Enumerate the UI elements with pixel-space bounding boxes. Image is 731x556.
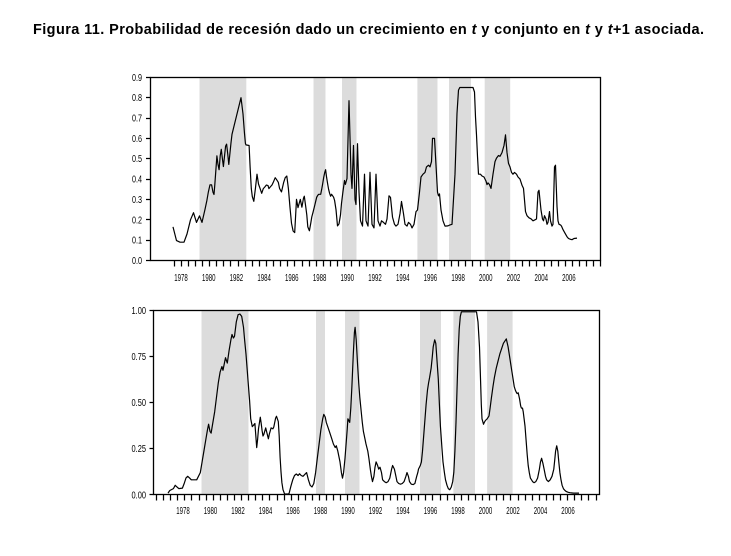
svg-text:0.1: 0.1	[132, 236, 142, 247]
svg-text:1988: 1988	[313, 273, 327, 284]
svg-text:2004: 2004	[534, 273, 548, 284]
svg-text:1996: 1996	[424, 506, 438, 517]
svg-text:2006: 2006	[562, 273, 576, 284]
svg-text:1.00: 1.00	[132, 306, 147, 317]
svg-text:0.5: 0.5	[132, 154, 142, 165]
svg-text:1984: 1984	[257, 273, 271, 284]
svg-text:0.9: 0.9	[132, 73, 142, 84]
svg-text:0.50: 0.50	[132, 398, 147, 409]
svg-text:2000: 2000	[479, 273, 493, 284]
svg-text:0.7: 0.7	[132, 114, 142, 125]
svg-text:0.25: 0.25	[132, 444, 147, 455]
svg-text:0.3: 0.3	[132, 195, 142, 206]
svg-text:1986: 1986	[286, 506, 300, 517]
svg-text:1978: 1978	[174, 273, 188, 284]
svg-text:1996: 1996	[424, 273, 438, 284]
svg-text:1994: 1994	[396, 506, 410, 517]
svg-text:1982: 1982	[231, 506, 245, 517]
svg-text:1990: 1990	[341, 273, 355, 284]
svg-text:1990: 1990	[341, 506, 355, 517]
svg-text:1980: 1980	[204, 506, 218, 517]
svg-text:1994: 1994	[396, 273, 410, 284]
svg-text:1992: 1992	[368, 273, 382, 284]
svg-text:2000: 2000	[479, 506, 493, 517]
svg-text:0.75: 0.75	[132, 352, 147, 363]
svg-text:0.00: 0.00	[132, 490, 147, 501]
svg-text:1980: 1980	[202, 273, 216, 284]
svg-text:1984: 1984	[259, 506, 273, 517]
svg-text:0.6: 0.6	[132, 134, 142, 145]
svg-text:1982: 1982	[230, 273, 244, 284]
svg-text:1998: 1998	[451, 273, 465, 284]
svg-text:2002: 2002	[506, 506, 520, 517]
svg-text:0.2: 0.2	[132, 215, 142, 226]
svg-text:1988: 1988	[314, 506, 328, 517]
svg-text:2006: 2006	[561, 506, 575, 517]
svg-text:2002: 2002	[507, 273, 521, 284]
svg-text:0.4: 0.4	[132, 175, 142, 186]
svg-text:0.8: 0.8	[132, 93, 142, 104]
svg-text:1986: 1986	[285, 273, 299, 284]
svg-text:1978: 1978	[176, 506, 190, 517]
svg-text:1992: 1992	[369, 506, 383, 517]
svg-text:0.0: 0.0	[132, 256, 142, 267]
svg-text:1998: 1998	[451, 506, 465, 517]
svg-text:2004: 2004	[534, 506, 548, 517]
